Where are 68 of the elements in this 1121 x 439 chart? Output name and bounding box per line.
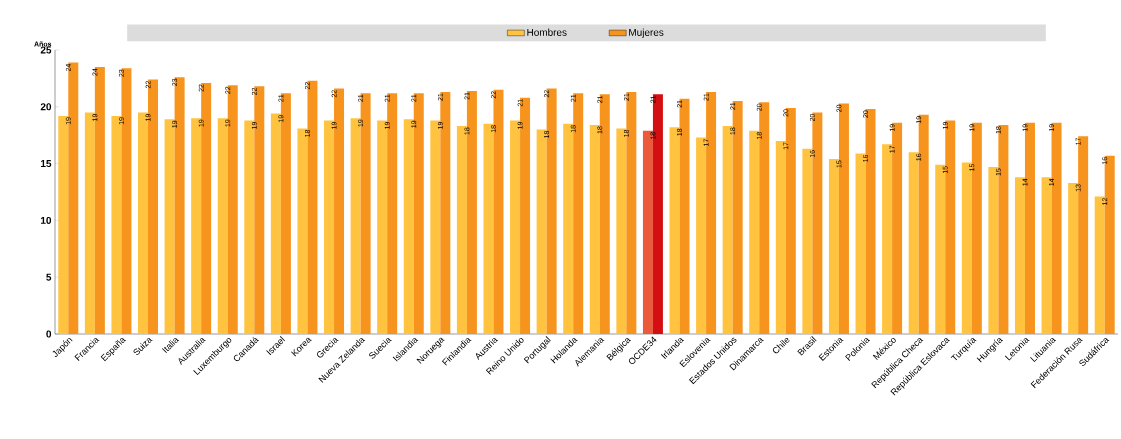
bar [483,123,494,334]
bar [563,123,574,334]
bar [121,68,132,334]
bar [440,92,451,334]
bar [58,115,69,334]
bar [280,93,291,334]
y-tick-label: 10 [41,216,52,224]
y-tick-label: 0 [46,330,52,338]
bar [838,103,849,334]
bar [935,164,946,334]
bar [998,124,1009,334]
bar [865,109,876,334]
y-tick-label: 5 [46,273,52,281]
bar [350,118,361,334]
bar [413,93,424,334]
y-tick-label: 25 [40,46,52,54]
bar [616,128,627,334]
bar [324,120,335,334]
legend-label: Hombres [527,28,567,36]
bar [732,101,743,334]
bar [679,98,690,334]
bar [652,94,663,334]
bar [227,85,238,334]
bar [988,167,999,334]
bar [802,148,813,334]
bar [1041,177,1052,334]
bar [360,93,371,334]
legend-label: Mujeres [629,28,664,38]
y-tick-label: 20 [40,103,52,111]
bar [191,118,202,334]
bar [244,120,255,334]
bar [68,62,79,334]
bar [908,152,919,334]
bar [1068,182,1079,334]
bar [626,92,637,334]
bar [536,129,547,334]
bar [377,120,388,334]
bar [217,118,228,334]
bar [882,144,893,334]
bar [812,112,823,334]
bar [94,67,105,334]
bar [111,115,122,334]
bar [493,89,504,334]
bar [138,112,149,334]
bar [174,77,185,334]
bar [430,120,441,334]
bar [254,86,265,334]
x-tick-label: Italia [162,337,180,354]
bar [1104,155,1115,334]
bar [971,122,982,334]
bar [510,120,521,334]
bar [307,80,318,334]
bar [1094,196,1105,334]
bar [1051,122,1062,334]
bar [696,137,707,334]
bar [918,114,929,334]
bar [855,153,866,334]
bar [466,90,477,334]
bar [599,94,610,334]
y-tick-label: 15 [41,160,52,168]
bar [722,126,733,334]
bar [749,130,760,334]
bar [297,128,308,334]
bar [785,107,796,334]
bar [669,127,680,334]
bar [546,88,557,334]
bar [164,119,175,334]
bar [1024,122,1035,334]
